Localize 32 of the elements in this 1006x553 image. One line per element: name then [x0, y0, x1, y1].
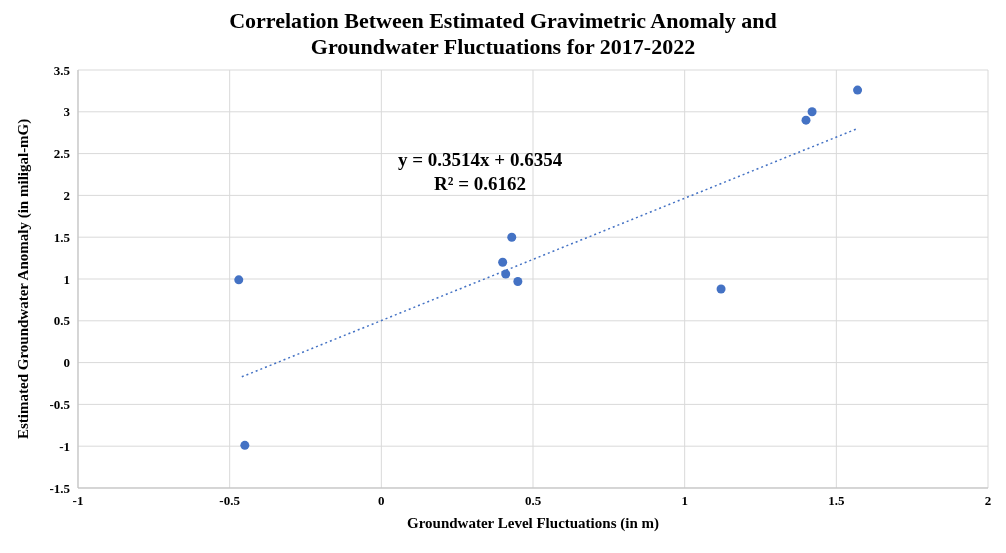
- point: [513, 277, 523, 287]
- x-tick-label: 0: [378, 493, 385, 509]
- y-tick-label: 0.5: [53, 313, 71, 329]
- y-tick-label: 2: [63, 188, 70, 204]
- y-tick-label: -0.5: [49, 397, 71, 413]
- x-tick-label: 1.5: [828, 493, 845, 509]
- point: [807, 107, 817, 117]
- y-tick-label: 1: [63, 271, 70, 287]
- y-tick-label: 2.5: [53, 146, 71, 162]
- point: [498, 257, 508, 267]
- y-tick-label: -1: [59, 438, 70, 454]
- y-tick-label: -1.5: [49, 480, 71, 496]
- y-tick-label: 0: [63, 355, 70, 371]
- point: [507, 232, 517, 242]
- y-tick-label: 1.5: [53, 229, 71, 245]
- annotation: y = 0.3514x + 0.6354: [398, 148, 563, 172]
- point: [716, 284, 726, 294]
- point: [853, 85, 863, 95]
- x-tick-label: 1: [681, 493, 688, 509]
- point: [801, 115, 811, 125]
- annotation: R² = 0.6162: [433, 172, 528, 196]
- y-tick-label: 3: [63, 104, 71, 120]
- x-tick-label: 2: [984, 493, 992, 509]
- chart-title: Correlation Between Estimated Gravimetric Anomaly and Groundwater Fluctuations for 2017-2022: [228, 8, 778, 60]
- x-tick-label: -0.5: [219, 493, 241, 509]
- y-axis-title: Estimated Groundwater Anomaly (in miligal-mG): [15, 118, 33, 439]
- x-axis-title: Groundwater Level Fluctuations (in m): [407, 515, 659, 532]
- x-tick-label: 0.5: [524, 493, 542, 509]
- point: [501, 269, 511, 279]
- y-tick-label: 3.5: [53, 62, 71, 78]
- point: [234, 275, 244, 285]
- point: [240, 440, 250, 450]
